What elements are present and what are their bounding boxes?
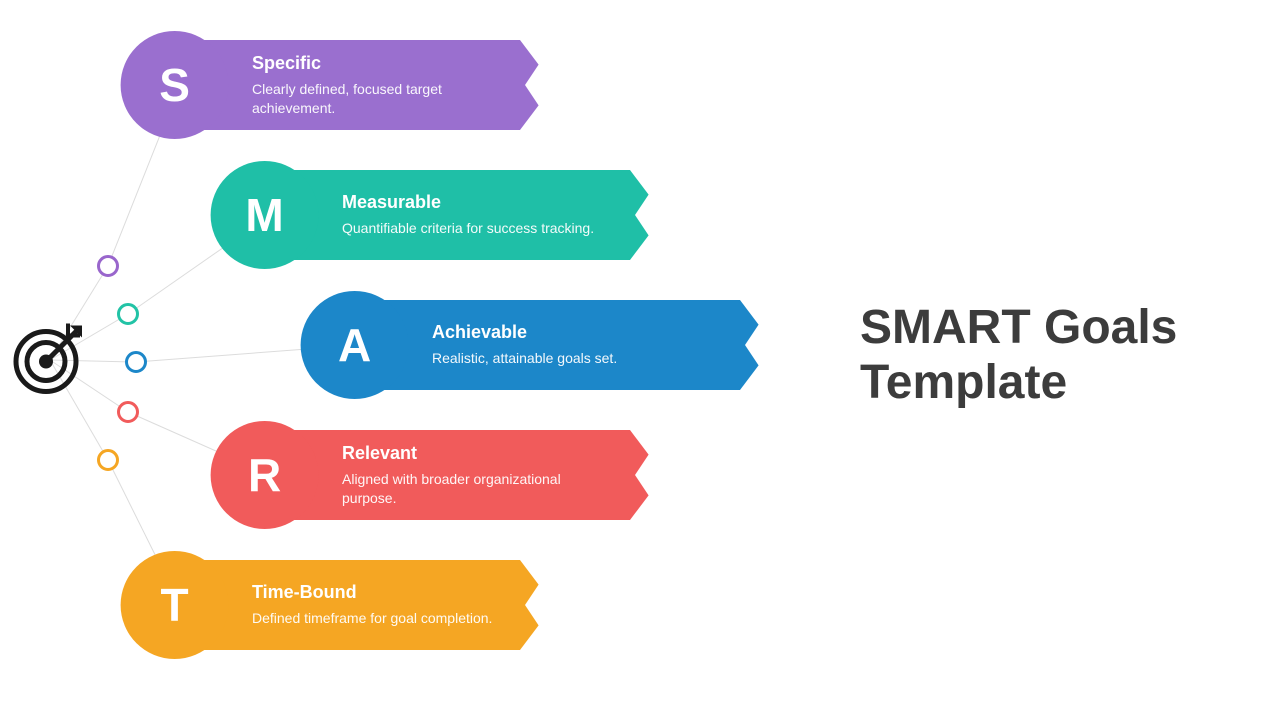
item-desc: Defined timeframe for goal completion. (252, 609, 502, 627)
ribbon-body: Achievable Realistic, attainable goals se… (360, 300, 740, 390)
infographic-stage: Specific Clearly defined, focused target … (0, 0, 1280, 720)
letter-circle: A (301, 291, 409, 399)
item-title: Achievable (432, 322, 722, 343)
letter-circle: R (211, 421, 319, 529)
ribbon-body: Measurable Quantifiable criteria for succ… (270, 170, 630, 260)
smart-item: Measurable Quantifiable criteria for succ… (270, 170, 664, 260)
smart-item: Time-Bound Defined timeframe for goal com… (180, 560, 554, 650)
item-letter: T (161, 578, 189, 632)
letter-circle: M (211, 161, 319, 269)
item-letter: A (338, 318, 371, 372)
ribbon-notch (525, 560, 555, 650)
connector-node (117, 303, 139, 325)
smart-item: Relevant Aligned with broader organizatio… (270, 430, 664, 520)
ribbon-notch (635, 170, 665, 260)
page-title: SMART Goals Template (860, 300, 1280, 410)
ribbon-notch (525, 40, 555, 130)
ribbon-notch (635, 430, 665, 520)
letter-circle: T (121, 551, 229, 659)
ribbon-body: Specific Clearly defined, focused target … (180, 40, 520, 130)
ribbon-notch (745, 300, 775, 390)
letter-circle: S (121, 31, 229, 139)
item-title: Relevant (342, 443, 612, 464)
smart-item: Achievable Realistic, attainable goals se… (360, 300, 774, 390)
connector-node (117, 401, 139, 423)
connector-node (125, 351, 147, 373)
connector-node (97, 449, 119, 471)
ribbon-body: Relevant Aligned with broader organizatio… (270, 430, 630, 520)
item-desc: Realistic, attainable goals set. (432, 349, 692, 367)
smart-item: Specific Clearly defined, focused target … (180, 40, 554, 130)
item-title: Specific (252, 53, 502, 74)
connector-node (97, 255, 119, 277)
item-letter: M (245, 188, 283, 242)
item-letter: R (248, 448, 281, 502)
item-desc: Clearly defined, focused target achievem… (252, 80, 502, 116)
bullseye-arrow-icon (10, 318, 90, 403)
item-letter: S (159, 58, 190, 112)
item-title: Measurable (342, 192, 612, 213)
item-desc: Quantifiable criteria for success tracki… (342, 219, 602, 237)
ribbon-body: Time-Bound Defined timeframe for goal com… (180, 560, 520, 650)
item-desc: Aligned with broader organizational purp… (342, 470, 602, 506)
item-title: Time-Bound (252, 582, 502, 603)
